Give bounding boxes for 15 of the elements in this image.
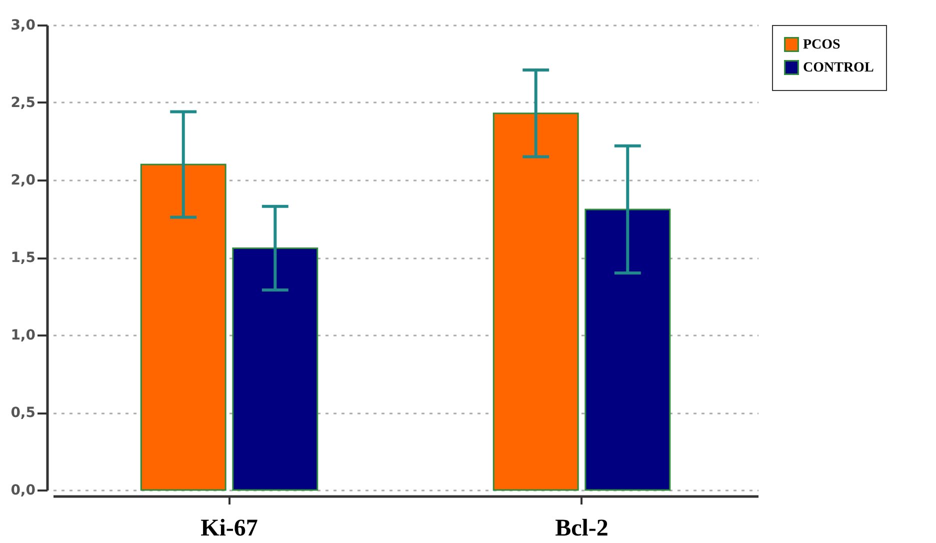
- bar: [232, 247, 318, 491]
- legend-label: CONTROL: [803, 60, 874, 76]
- y-tick-label: 1,0: [10, 328, 36, 344]
- bar: [140, 164, 226, 491]
- y-tick-label: 3,0: [10, 18, 36, 34]
- y-tick-label: 2,5: [10, 95, 36, 111]
- x-tick-label: Bcl-2: [555, 516, 608, 542]
- bar: [492, 112, 579, 491]
- y-tick-label: 0,0: [10, 482, 36, 498]
- x-tick-label: Ki-67: [200, 516, 258, 542]
- bar: [584, 208, 671, 491]
- y-tick-label: 0,5: [10, 405, 36, 421]
- y-tick-label: 2,0: [10, 172, 36, 188]
- y-tick-label: 1,5: [10, 250, 36, 266]
- legend-label: PCOS: [803, 38, 841, 52]
